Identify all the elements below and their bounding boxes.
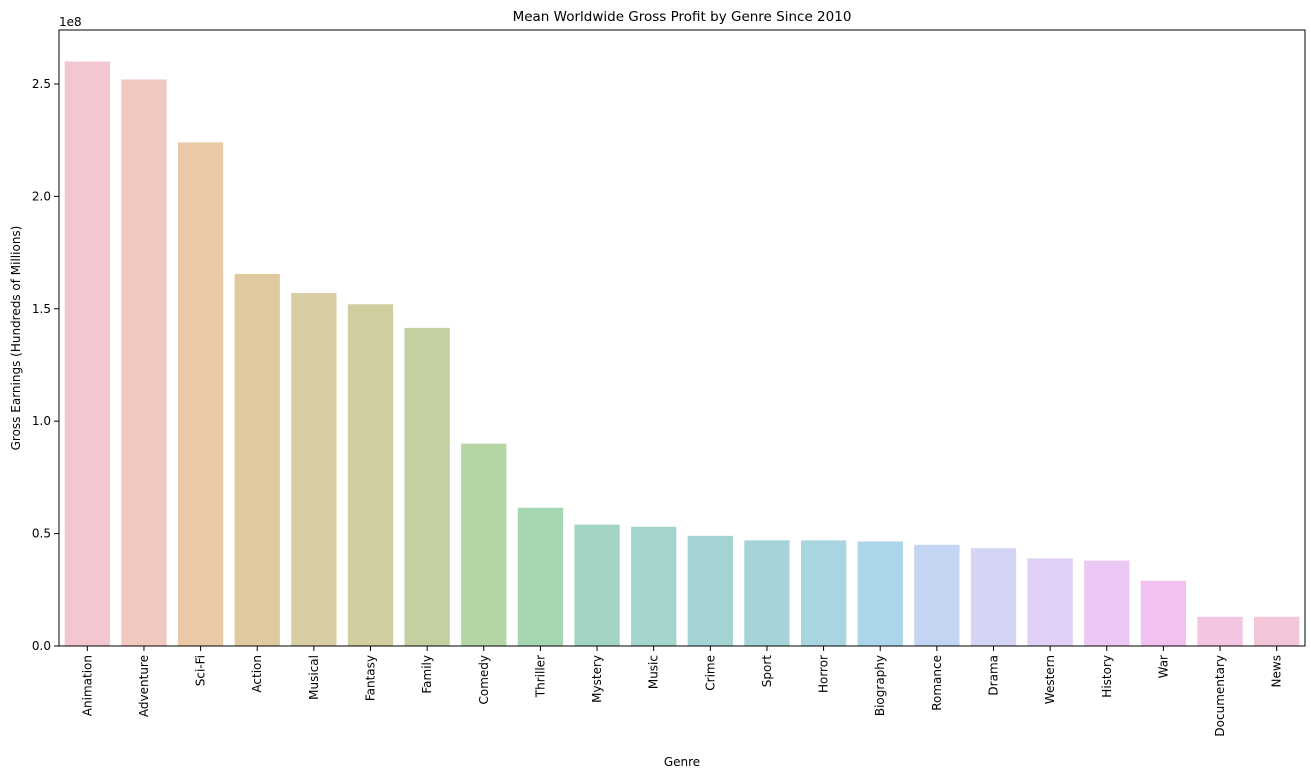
y-tick-label: 2.0 <box>32 189 51 203</box>
bar-music <box>631 526 677 646</box>
bar-action <box>234 273 280 646</box>
x-tick-label: Horror <box>817 655 831 693</box>
y-offset-label: 1e8 <box>59 15 82 29</box>
x-tick-label: History <box>1100 655 1114 698</box>
x-tick-label: Romance <box>930 655 944 711</box>
x-tick-label: Crime <box>703 655 717 691</box>
bar-history <box>1084 560 1130 646</box>
bar-biography <box>857 541 903 646</box>
plot-frame <box>58 29 1306 647</box>
x-tick-label: Sci-Fi <box>194 655 208 686</box>
bars-layer <box>64 61 1300 647</box>
y-axis-label: Gross Earnings (Hundreds of Millions) <box>9 226 23 451</box>
x-tick-label: Action <box>250 655 264 693</box>
bar-romance <box>914 544 960 646</box>
x-tick-label: News <box>1270 655 1284 687</box>
x-tick-label: Western <box>1043 655 1057 704</box>
bar-news <box>1254 616 1300 646</box>
x-tick-label: Thriller <box>533 655 547 698</box>
bar-drama <box>970 548 1017 646</box>
x-tick-label: Comedy <box>477 655 491 705</box>
bar-fantasy <box>347 304 394 646</box>
x-axis: Animation Adventure Sci-Fi Action Musical Fan… <box>80 646 1284 737</box>
x-tick-label: Musical <box>307 655 321 700</box>
y-tick-label: 0.5 <box>32 527 51 541</box>
y-tick-label: 1.0 <box>32 414 51 428</box>
x-tick-label: Music <box>647 655 661 689</box>
bar-mystery <box>574 524 620 646</box>
bar-adventure <box>121 79 167 646</box>
x-tick-label: Biography <box>873 655 887 716</box>
y-axis: 0.0 0.5 1.0 1.5 2.0 2.5 <box>32 77 59 653</box>
y-tick-label: 2.5 <box>32 77 51 91</box>
x-tick-label: Documentary <box>1213 655 1227 737</box>
x-tick-label: Family <box>420 655 434 694</box>
y-tick-label: 0.0 <box>32 639 51 653</box>
x-tick-label: War <box>1156 655 1170 678</box>
x-axis-label: Genre <box>664 755 700 769</box>
bar-comedy <box>461 443 507 646</box>
bar-animation <box>64 61 110 647</box>
bar-horror <box>800 540 847 646</box>
bar-thriller <box>517 507 564 646</box>
bar-family <box>404 327 450 646</box>
y-tick-label: 1.5 <box>32 302 51 316</box>
bar-war <box>1140 580 1187 646</box>
bar-crime <box>687 535 733 646</box>
x-tick-label: Mystery <box>590 655 604 703</box>
x-tick-label: Animation <box>80 655 94 716</box>
x-tick-label: Adventure <box>137 655 151 717</box>
bar-western <box>1027 558 1073 646</box>
bar-sci-fi <box>177 142 224 646</box>
x-tick-label: Drama <box>987 655 1001 696</box>
x-tick-label: Fantasy <box>364 655 378 701</box>
bar-sport <box>744 540 790 646</box>
chart-title: Mean Worldwide Gross Profit by Genre Sin… <box>513 9 852 25</box>
x-tick-label: Sport <box>760 655 774 688</box>
bar-documentary <box>1197 616 1243 646</box>
bar-musical <box>291 293 337 646</box>
